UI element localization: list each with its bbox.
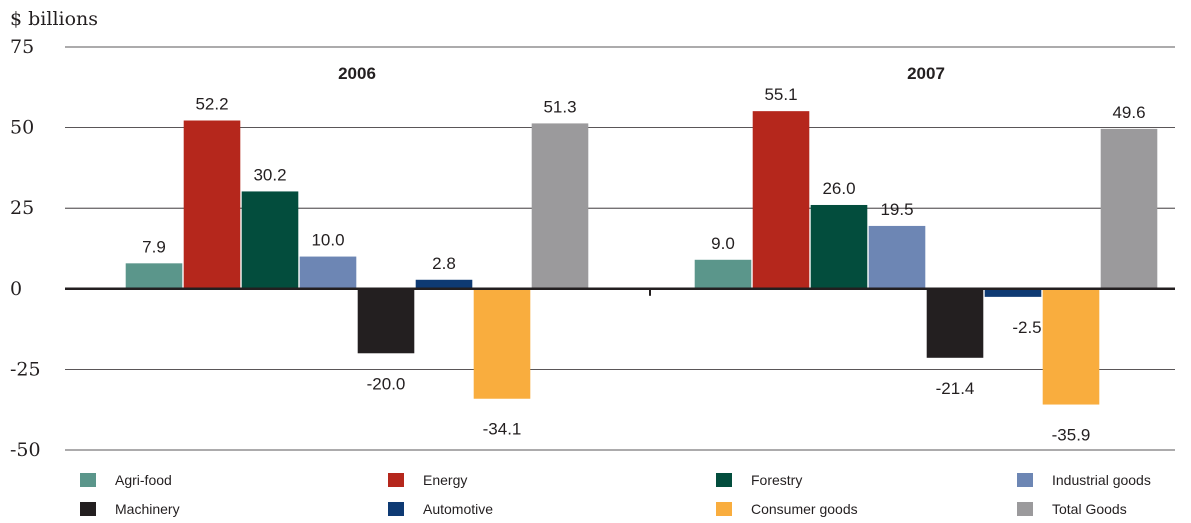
panel-title: 2007 <box>907 64 945 83</box>
data-label: -35.9 <box>1052 426 1091 445</box>
y-axis-tick-labels: 75 50 25 0 -25 -50 <box>10 36 41 461</box>
legend-swatch <box>1017 502 1033 516</box>
legend: Agri-food Energy Forestry Industrial goods M… <box>80 472 1151 517</box>
legend-label: Energy <box>423 472 467 488</box>
bar <box>183 120 241 289</box>
zero-axis <box>65 287 1175 296</box>
bar <box>125 263 183 289</box>
legend-label: Consumer goods <box>751 501 858 517</box>
legend-label: Automotive <box>423 501 493 517</box>
legend-label: Industrial goods <box>1052 472 1151 488</box>
y-tick-label: 50 <box>10 117 34 139</box>
year-panels: 2006 2007 <box>338 64 945 83</box>
bar <box>357 288 415 354</box>
legend-swatch <box>1017 473 1033 487</box>
legend-label: Forestry <box>751 472 802 488</box>
bar <box>694 259 752 289</box>
bar <box>241 191 299 289</box>
data-label: 51.3 <box>543 97 576 116</box>
data-label: 2.8 <box>432 254 456 273</box>
y-tick-label: 25 <box>10 197 34 219</box>
legend-swatch <box>80 502 96 516</box>
bar <box>1100 128 1158 289</box>
data-label: 10.0 <box>311 231 344 250</box>
bar <box>415 279 473 289</box>
bar <box>299 256 357 289</box>
legend-label: Machinery <box>115 501 180 517</box>
bars <box>125 111 1158 405</box>
y-tick-label: -50 <box>10 439 41 461</box>
data-label: 30.2 <box>253 165 286 184</box>
legend-swatch <box>80 473 96 487</box>
data-label: 52.2 <box>195 95 228 114</box>
legend-label: Agri-food <box>115 472 172 488</box>
data-labels: 7.9 52.2 30.2 10.0 -20.0 2.8 -34.1 51.3 9.0 55.1 2… <box>142 85 1145 444</box>
legend-label: Total Goods <box>1052 501 1127 517</box>
data-label: 26.0 <box>822 179 855 198</box>
panel-title: 2006 <box>338 64 376 83</box>
bar <box>926 288 984 358</box>
data-label: -34.1 <box>483 420 522 439</box>
data-label: 49.6 <box>1112 103 1145 122</box>
y-tick-label: 75 <box>10 36 34 58</box>
legend-swatch <box>716 473 732 487</box>
bar <box>473 288 531 399</box>
legend-swatch <box>388 473 404 487</box>
bar <box>868 225 926 289</box>
legend-swatch <box>388 502 404 516</box>
data-label: -2.5 <box>1012 318 1041 337</box>
y-tick-label: 0 <box>10 278 22 300</box>
data-label: -20.0 <box>367 374 406 393</box>
legend-swatch <box>716 502 732 516</box>
data-label: 55.1 <box>764 85 797 104</box>
bar <box>752 111 810 289</box>
y-tick-label: -25 <box>10 358 41 380</box>
bar <box>984 288 1042 297</box>
y-axis-unit-label: $ billions <box>10 8 98 30</box>
data-label: -21.4 <box>936 379 975 398</box>
bar <box>1042 288 1100 405</box>
data-label: 7.9 <box>142 237 166 256</box>
bar <box>531 123 589 289</box>
data-label: 19.5 <box>880 200 913 219</box>
data-label: 9.0 <box>711 234 735 253</box>
bar <box>810 204 868 289</box>
